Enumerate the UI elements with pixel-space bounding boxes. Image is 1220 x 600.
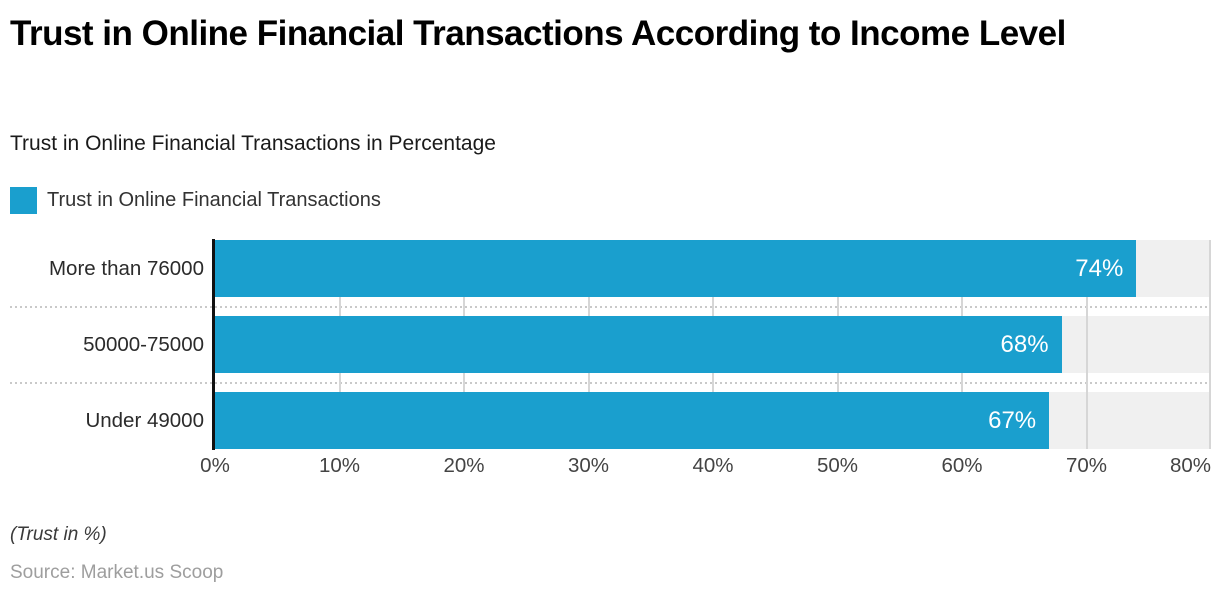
chart-title: Trust in Online Financial Transactions A… — [10, 14, 1066, 53]
row-separator-dotted — [10, 382, 1211, 384]
legend-swatch-icon — [10, 187, 37, 214]
category-label: 50000-75000 — [83, 333, 204, 356]
x-tick-label: 60% — [941, 454, 983, 477]
x-tick-label: 30% — [567, 454, 610, 477]
bar-value-label: 67% — [988, 407, 1037, 434]
x-tick-label: 70% — [1065, 454, 1108, 477]
axis-unit-note: (Trust in %) — [10, 524, 107, 545]
x-tick-label: 0% — [200, 454, 230, 477]
legend-label: Trust in Online Financial Transactions — [47, 189, 381, 211]
bar-value-label: 74% — [1075, 255, 1124, 282]
bar-value-label: 68% — [1000, 331, 1049, 358]
source-credit: Source: Market.us Scoop — [10, 562, 224, 583]
x-axis-labels: 0% 10% 20% 30% 40% 50% 60% 70% 80% — [200, 454, 1211, 482]
x-tick-label: 40% — [692, 454, 734, 477]
x-tick-label: 80% — [1169, 454, 1211, 477]
x-tick-label: 50% — [816, 454, 859, 477]
bar: 68% — [215, 316, 1062, 373]
bar-row: 74% — [215, 240, 1211, 297]
row-separator-dotted — [10, 306, 1211, 308]
x-tick-label: 10% — [318, 454, 361, 477]
category-label: Under 49000 — [85, 409, 204, 432]
legend: Trust in Online Financial Transactions — [10, 187, 381, 214]
v-gridline — [1085, 240, 1088, 449]
bar: 67% — [215, 392, 1050, 449]
chart-subtitle: Trust in Online Financial Transactions i… — [10, 132, 496, 155]
y-axis-labels: More than 76000 50000-75000 Under 49000 — [0, 240, 204, 449]
category-label: More than 76000 — [48, 257, 204, 280]
bar: 74% — [215, 240, 1137, 297]
y-axis-line — [212, 239, 215, 450]
bar-row: 67% — [215, 392, 1211, 449]
v-gridline — [1209, 240, 1211, 449]
bar-row: 68% — [215, 316, 1211, 373]
plot-area: 74% 68% 67% — [215, 240, 1211, 449]
x-tick-label: 20% — [443, 454, 485, 477]
